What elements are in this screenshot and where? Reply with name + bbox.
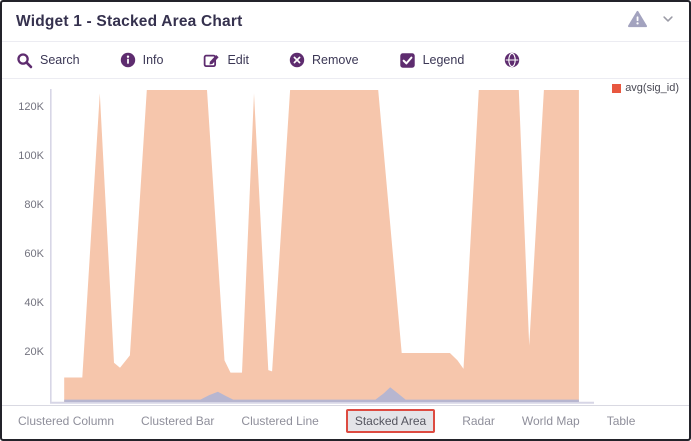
legend-label: avg(sig_id) [625, 82, 679, 94]
info-icon [120, 52, 136, 68]
tab-radar[interactable]: Radar [462, 414, 495, 428]
tab-clustered-line[interactable]: Clustered Line [241, 414, 319, 428]
y-axis-tick: 20K [24, 346, 44, 358]
y-axis-tick: 40K [24, 297, 44, 309]
area-series-unlabeled-low-series [64, 387, 579, 402]
search-label: Search [40, 53, 80, 67]
chart-type-switcher: Clustered Column Clustered Bar Clustered… [2, 405, 689, 436]
chart-area: avg(sig_id) 120K 100K 80K 60K 40K 20K [2, 79, 689, 405]
widget-header: Widget 1 - Stacked Area Chart [2, 2, 689, 42]
tab-world-map[interactable]: World Map [521, 414, 580, 428]
edit-label: Edit [227, 53, 250, 67]
legend-swatch [612, 83, 622, 93]
remove-icon [289, 52, 305, 68]
tab-table[interactable]: Table [606, 414, 636, 428]
legend-toggle[interactable]: Legend [399, 52, 465, 69]
tab-stacked-area[interactable]: Stacked Area [345, 409, 436, 433]
area-series-avg(sig_id) [64, 90, 579, 402]
widget-toolbar: Search Info Edit [2, 42, 689, 79]
remove-button[interactable]: Remove [289, 52, 359, 68]
remove-label: Remove [312, 53, 359, 67]
y-axis-tick: 120K [18, 101, 44, 113]
chevron-down-icon[interactable] [661, 12, 675, 31]
globe-icon [504, 52, 520, 68]
y-axis-tick: 80K [24, 199, 44, 211]
stacked-area-plot [50, 89, 594, 404]
info-button[interactable]: Info [120, 52, 164, 68]
y-axis-tick: 60K [24, 248, 44, 260]
y-axis-tick: 100K [18, 150, 44, 162]
search-icon [16, 52, 33, 69]
search-button[interactable]: Search [16, 52, 80, 69]
tab-clustered-bar[interactable]: Clustered Bar [141, 414, 215, 428]
checkbox-checked-icon [399, 52, 416, 69]
page-title: Widget 1 - Stacked Area Chart [16, 12, 243, 30]
tab-clustered-column[interactable]: Clustered Column [18, 414, 115, 428]
globe-button[interactable] [504, 52, 520, 68]
legend-item[interactable]: avg(sig_id) [612, 82, 679, 94]
info-label: Info [142, 53, 164, 67]
edit-icon [203, 52, 220, 69]
edit-button[interactable]: Edit [203, 52, 249, 69]
legend-toggle-label: Legend [422, 53, 465, 67]
warning-triangle-icon[interactable] [628, 10, 647, 33]
